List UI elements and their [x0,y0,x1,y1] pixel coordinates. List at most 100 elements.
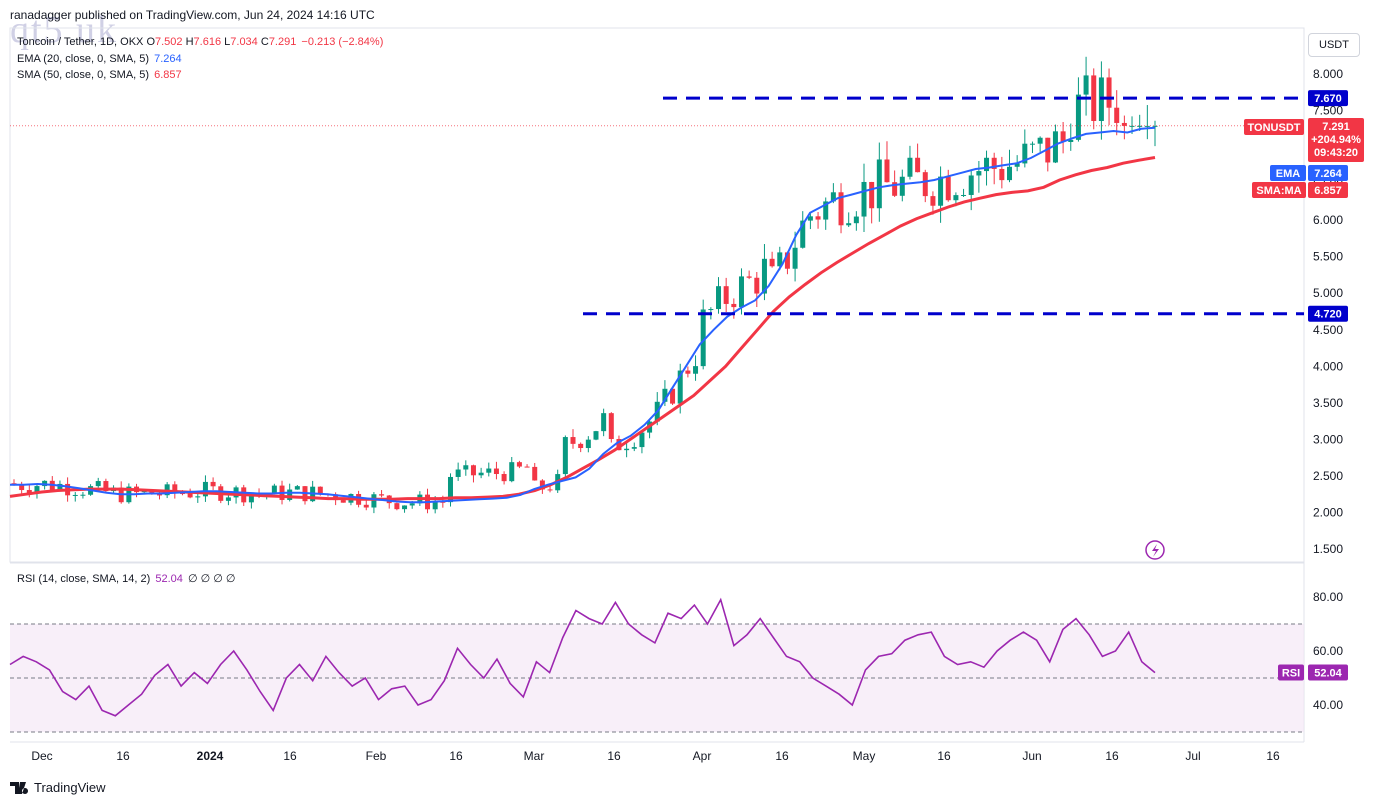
price-tick: 3.500 [1313,396,1343,410]
candle-body [662,388,668,402]
price-change: −0.213 (−2.84%) [301,36,384,48]
sma-legend: SMA (50, close, 0, SMA, 5) 6.857 [17,69,182,81]
sma-name-tag-text: SMA:MA [1256,185,1301,197]
candle-body [723,286,729,304]
candle-body [95,481,101,487]
candle-body [631,447,637,449]
candle-body [478,472,484,476]
candle-body [19,484,25,491]
candle-body [700,309,706,367]
ema-name-tag-text: EMA [1276,168,1301,180]
brand-name: TradingView [34,780,106,795]
candle-body [976,171,982,176]
ema-line [10,126,1156,504]
time-tick: 16 [1105,749,1119,763]
candle-body [156,494,162,496]
time-tick: 16 [607,749,621,763]
tradingview-logo[interactable]: TradingView [10,780,106,795]
candle-body [524,466,530,468]
sma-tag-text: 6.857 [1314,185,1342,197]
candle-body [1083,75,1089,95]
candle-body [1091,75,1097,121]
ema-tag: 7.264 [1308,165,1348,181]
candle-body [402,505,408,510]
candle-body [509,462,515,482]
candle-body [432,501,438,510]
main-pane [9,27,1305,563]
ohlc-h: H7.616 [185,36,222,48]
candle-body [677,370,683,404]
price-tick: 4.500 [1313,323,1343,337]
candle-body [248,494,254,503]
candle-body [532,466,538,481]
price-tick: 8.000 [1313,67,1343,81]
publisher-header: ranadagger published on TradingView.com,… [10,8,375,22]
candle-body [547,489,553,491]
rsi-value-tag: 52.04 [1308,664,1348,681]
resistance-tag-text: 7.670 [1314,93,1342,105]
candle-body [761,258,767,294]
candle-body [624,448,630,451]
candle-body [1121,122,1127,126]
candle-body [968,175,974,195]
candle-body [930,196,936,206]
candle-body [440,501,446,503]
price-tick: 6.000 [1313,213,1343,227]
candle-body [876,159,882,209]
candle-body [57,483,63,491]
candle-body [991,157,997,169]
time-tick: Apr [693,749,712,763]
candle-body [999,168,1005,181]
candle-body [1014,163,1020,167]
rsi-tick: 80.00 [1313,590,1343,604]
sma-tag-bg [1308,182,1348,198]
candle-body [578,443,584,449]
time-tick: 16 [775,749,789,763]
rsi-value-tag-bg [1308,664,1348,681]
rsi-na: ∅ ∅ ∅ ∅ [187,573,236,585]
candle-body [1075,94,1081,140]
candle-body [823,201,829,220]
time-tick: 16 [283,749,297,763]
time-tick: 16 [937,749,951,763]
price-tick: 3.000 [1313,432,1343,446]
candle-body [807,216,813,221]
candle-body [608,413,614,440]
currency-button[interactable]: USDT [1308,33,1360,57]
last-price-tag-text: +204.94% [1311,134,1361,146]
candle-body [1052,131,1058,163]
support-tag: 4.720 [1308,305,1348,322]
candle-body [379,494,385,496]
lightning-icon-bolt [1152,544,1159,557]
candle-body [708,309,714,311]
rsi-legend: RSI (14, close, SMA, 14, 2) 52.04 ∅ ∅ ∅ … [17,572,235,585]
candle-body [731,303,737,308]
candle-body [1144,125,1150,127]
price-tick: 5.500 [1313,250,1343,264]
candle-body [984,157,990,172]
ema-name-tag-bg [1270,165,1306,181]
tradingview-logo-icon [10,781,29,794]
ema-label: EMA (20, close, 0, SMA, 5) [17,53,150,65]
rsi-tick: 40.00 [1313,698,1343,712]
candle-body [738,276,744,308]
candle-body [1007,166,1013,181]
time-tick: Jun [1022,749,1041,763]
candle-body [938,176,944,206]
lightning-icon [1145,540,1165,560]
time-tick: 16 [1266,749,1280,763]
candle-body [777,252,783,267]
candle-body [892,182,898,196]
candle-body [838,192,844,226]
candle-body [455,469,461,477]
candle-body [516,462,522,467]
time-tick: Feb [366,749,387,763]
candle-body [172,484,178,494]
candle-body [792,247,798,269]
rsi-name-tag: RSI [1278,664,1304,681]
candle-body [800,220,806,248]
time-tick: 16 [116,749,130,763]
rsi-tick: 60.00 [1313,644,1343,658]
candle-body [861,181,867,217]
